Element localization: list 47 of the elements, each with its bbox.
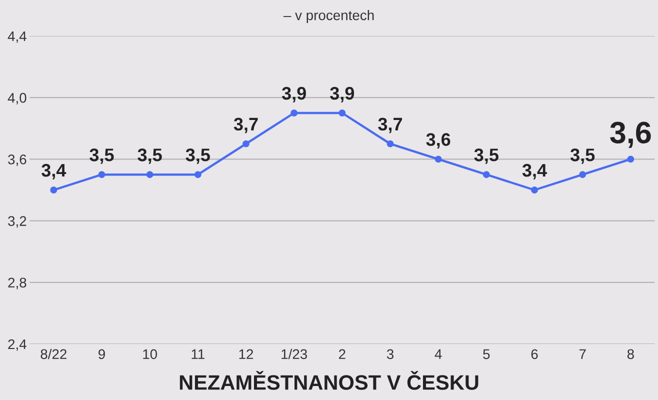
data-label: 3,4 [42, 164, 66, 180]
y-tick-label: 2,8 [8, 278, 26, 290]
data-label: 3,5 [138, 148, 162, 164]
x-tick-label: 9 [98, 349, 105, 360]
x-tick-label: 4 [434, 349, 442, 359]
y-tick-label: 3,6 [8, 154, 26, 166]
y-tick-label: 4,0 [8, 92, 26, 104]
y-tick-label: 3,2 [8, 216, 26, 228]
chart-subtitle: – v procentech [283, 10, 374, 23]
point [98, 171, 106, 178]
text: NEZAMĚSTNANOST V ČESKU [180, 371, 478, 390]
y-tick-label: 2,4 [8, 339, 26, 351]
data-label: 3,5 [474, 148, 498, 164]
data-label: 3,6 [610, 122, 651, 148]
x-tick-label: 5 [483, 349, 490, 360]
point [194, 171, 202, 178]
y-tick-label: 4,4 [8, 31, 26, 43]
x-tick-label: 12 [239, 349, 254, 359]
point [386, 140, 394, 148]
data-label: 3,5 [570, 148, 595, 164]
data-label: 3,6 [426, 133, 450, 149]
point [290, 110, 298, 116]
data-label: 3,7 [378, 118, 402, 134]
point [531, 186, 538, 194]
data-label: 3,9 [282, 86, 306, 102]
point [579, 171, 586, 178]
data-label: 3,5 [186, 148, 210, 164]
x-tick-label: 8 [627, 349, 634, 360]
point [242, 140, 250, 148]
x-tick-label: 11 [192, 349, 204, 359]
x-tick-label: 3 [386, 349, 394, 360]
point [627, 156, 634, 163]
data-label: 3,5 [90, 148, 114, 164]
point [50, 186, 58, 194]
x-tick-label: 7 [579, 349, 586, 359]
data-label: 3,7 [234, 118, 258, 134]
x-tick-label: 6 [531, 349, 538, 360]
x-tick-label: 2 [338, 349, 346, 359]
data-label: 3,9 [330, 86, 354, 102]
x-tick-label: 10 [143, 349, 158, 360]
point [482, 171, 490, 178]
point [146, 171, 154, 178]
x-tick-label: 8/22 [40, 348, 66, 360]
x-tick-label: 1/23 [282, 348, 307, 360]
data-label: 3,4 [522, 164, 547, 180]
point [338, 110, 346, 116]
point [434, 156, 442, 163]
